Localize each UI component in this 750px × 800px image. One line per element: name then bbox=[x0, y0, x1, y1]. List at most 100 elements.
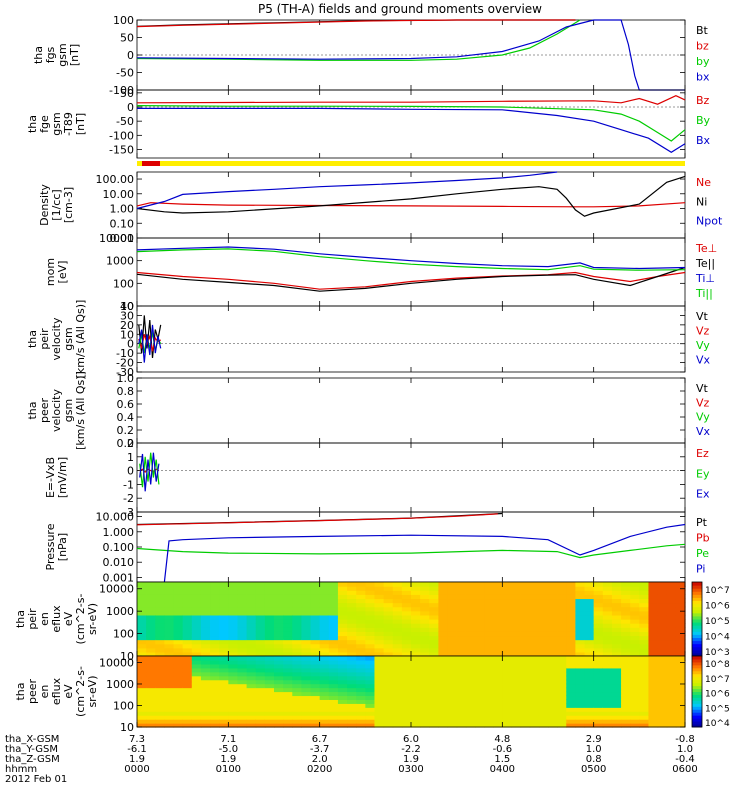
spectrogram-cell bbox=[146, 602, 156, 608]
spectrogram-cell bbox=[164, 619, 175, 624]
spectrogram-cell bbox=[347, 643, 357, 649]
spectrogram-cell bbox=[675, 594, 686, 600]
spectrogram-cell bbox=[548, 582, 558, 587]
spectrogram-cell bbox=[310, 643, 321, 649]
spectrogram-cell bbox=[584, 647, 595, 653]
spectrogram-cell bbox=[639, 715, 650, 720]
spectrogram-cell bbox=[520, 707, 531, 712]
spectrogram-cell bbox=[666, 656, 677, 661]
spectrogram-cell bbox=[337, 627, 348, 632]
spectrogram-cell bbox=[337, 639, 348, 645]
spectrogram-cell bbox=[465, 590, 476, 595]
spectrogram-cell bbox=[648, 683, 659, 689]
spectrogram-cell bbox=[639, 582, 650, 587]
spectrogram-cell bbox=[538, 614, 549, 620]
spectrogram-cell bbox=[365, 687, 376, 693]
spectrogram-cell bbox=[246, 663, 257, 669]
spectrogram-cell bbox=[621, 707, 631, 712]
spectrogram-cell bbox=[146, 594, 156, 600]
spectrogram-cell bbox=[182, 623, 193, 628]
spectrogram-cell bbox=[411, 695, 421, 700]
ylabel-line: tha bbox=[14, 682, 27, 700]
spectrogram-cell bbox=[155, 719, 165, 724]
spectrogram-cell bbox=[292, 635, 302, 641]
spectrogram-cell bbox=[639, 639, 650, 645]
spectrogram-cell bbox=[137, 656, 147, 661]
spectrogram-cell bbox=[283, 683, 293, 689]
spectrogram-cell bbox=[511, 667, 522, 673]
y-tick-label: 1.0 bbox=[117, 372, 135, 385]
spectrogram-cell bbox=[493, 671, 503, 677]
spectrogram-cell bbox=[164, 719, 175, 724]
y-tick-label: 50 bbox=[120, 32, 134, 45]
colorbar-cell bbox=[692, 625, 702, 629]
spectrogram-cell bbox=[575, 619, 586, 624]
spectrogram-cell bbox=[411, 675, 421, 681]
spectrogram-cell bbox=[438, 656, 449, 661]
spectrogram-cell bbox=[310, 631, 321, 637]
spectrogram-cell bbox=[493, 623, 503, 628]
spectrogram-cell bbox=[155, 647, 165, 653]
spectrogram-cell bbox=[520, 683, 531, 689]
spectrogram-cell bbox=[538, 691, 549, 697]
spectrogram-cell bbox=[264, 671, 275, 677]
spectrogram-cell bbox=[657, 671, 668, 677]
spectrogram-cell bbox=[557, 610, 567, 616]
spectrogram-cell bbox=[356, 663, 366, 669]
spectrogram-cell bbox=[520, 675, 531, 681]
spectrogram-cell bbox=[484, 703, 494, 708]
spectrogram-cell bbox=[328, 679, 339, 685]
spectrogram-cell bbox=[392, 679, 403, 685]
spectrogram-cell bbox=[447, 679, 458, 685]
spectrogram-cell bbox=[246, 659, 257, 665]
spectrogram-cell bbox=[548, 663, 558, 669]
spectrogram-cell bbox=[210, 695, 220, 700]
spectrogram-cell bbox=[255, 594, 266, 600]
spectrogram-cell bbox=[310, 687, 321, 693]
spectrogram-cell bbox=[548, 667, 558, 673]
spectrogram-cell bbox=[228, 667, 239, 673]
spectrogram-cell bbox=[429, 719, 439, 724]
spectrogram-cell bbox=[566, 719, 576, 724]
spectrogram-cell bbox=[566, 598, 576, 604]
spectrogram-cell bbox=[347, 659, 357, 665]
spectrogram-cell bbox=[630, 639, 640, 645]
spectrogram-cell bbox=[401, 691, 412, 697]
spectrogram-cell bbox=[219, 683, 229, 689]
spectrogram-cell bbox=[429, 639, 439, 645]
spectrogram-cell bbox=[411, 619, 421, 624]
spectrogram-cell bbox=[502, 598, 513, 604]
spectrogram-cell bbox=[182, 707, 193, 712]
spectrogram-cell bbox=[264, 651, 275, 657]
spectrogram-cell bbox=[557, 598, 567, 604]
spectrogram-cell bbox=[520, 606, 531, 612]
spectrogram-cell bbox=[484, 619, 494, 624]
spectrogram-cell bbox=[191, 614, 202, 620]
spectrogram-cell bbox=[210, 639, 220, 645]
spectrogram-cell bbox=[621, 623, 631, 628]
spectrogram-cell bbox=[365, 711, 376, 716]
spectrogram-cell bbox=[200, 606, 211, 612]
spectrogram-cell bbox=[264, 627, 275, 632]
spectrogram-cell bbox=[246, 651, 257, 657]
colorbar-tick-label: 10^5 bbox=[705, 704, 730, 714]
spectrogram-cell bbox=[246, 711, 257, 716]
spectrogram-cell bbox=[191, 606, 202, 612]
legend-peer-2: Vy bbox=[696, 411, 710, 424]
spectrogram-cell bbox=[274, 699, 284, 704]
spectrogram-cell bbox=[548, 659, 558, 665]
spectrogram-cell bbox=[319, 635, 330, 641]
spectrogram-cell bbox=[520, 695, 531, 700]
spectrogram-cell bbox=[465, 602, 476, 608]
spectrogram-cell bbox=[584, 656, 595, 661]
spectrogram-cell bbox=[538, 679, 549, 685]
spectrogram-cell bbox=[182, 639, 193, 645]
spectrogram-cell bbox=[584, 719, 595, 724]
spectrogram-cell bbox=[274, 715, 284, 720]
spectrogram-cell bbox=[621, 651, 631, 657]
spectrogram-cell bbox=[420, 663, 430, 669]
spectrogram-cell bbox=[182, 703, 193, 708]
spectrogram-cell bbox=[210, 635, 220, 641]
spectrogram-cell bbox=[575, 623, 586, 628]
colorbar-cell bbox=[692, 652, 702, 657]
